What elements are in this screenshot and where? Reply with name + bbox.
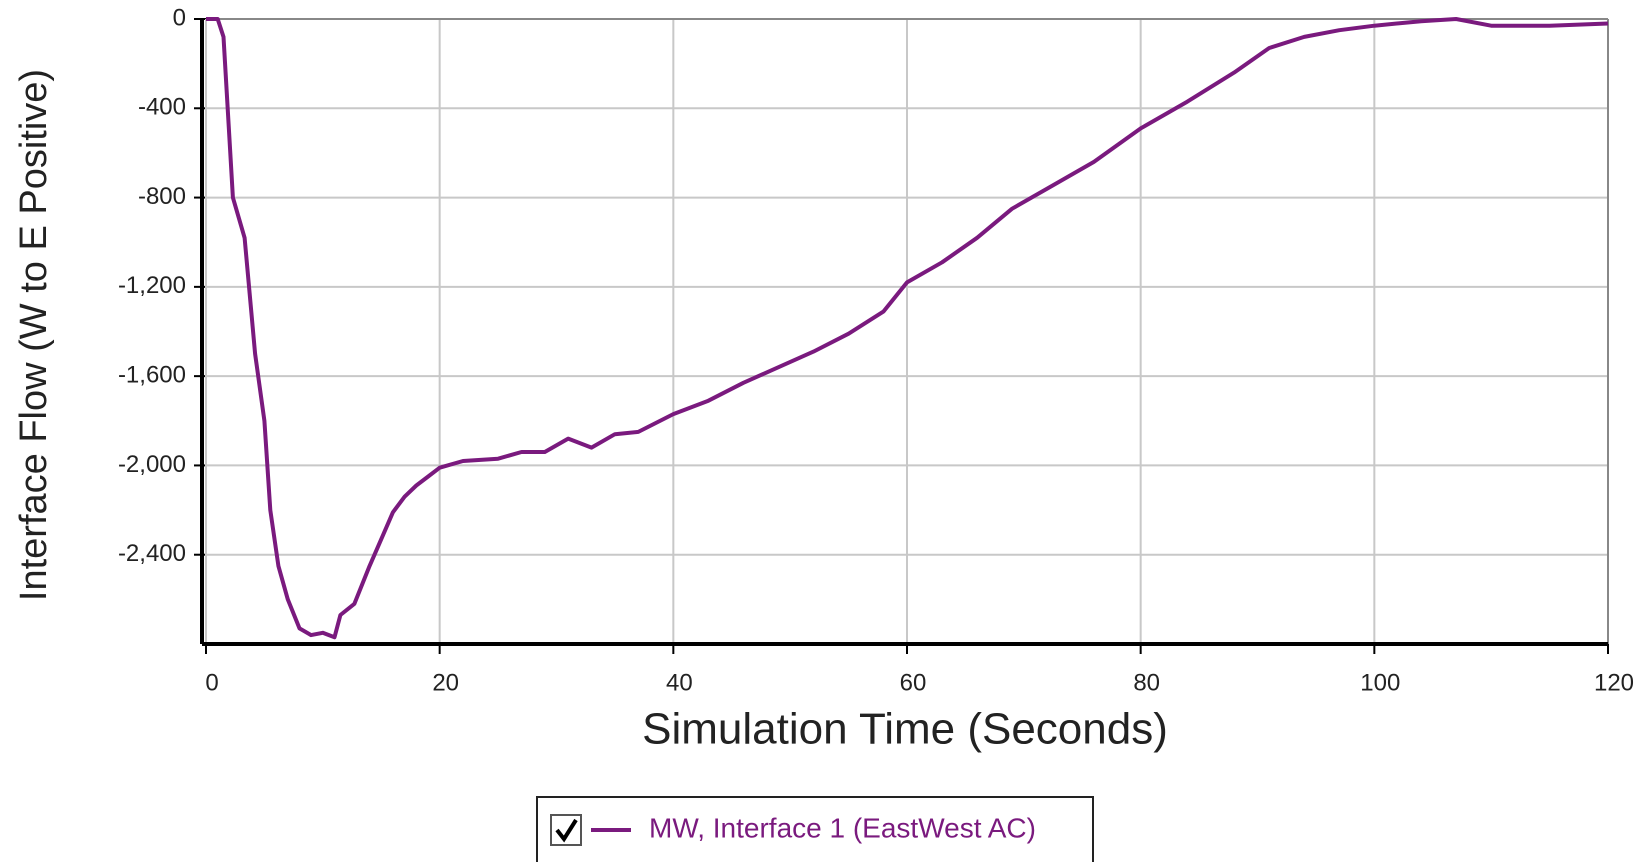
x-tick-label: 120 <box>1594 669 1634 696</box>
y-axis-title: Interface Flow (W to E Positive) <box>13 69 55 601</box>
y-tick-label: -800 <box>138 183 186 210</box>
x-tick-label: 0 <box>205 669 218 696</box>
y-tick-label: -1,200 <box>118 272 186 299</box>
x-axis-title: Simulation Time (Seconds) <box>642 705 1168 754</box>
x-tick-label: 20 <box>432 669 459 696</box>
y-tick-label: -400 <box>138 94 186 121</box>
x-tick-label: 40 <box>666 669 693 696</box>
y-tick-label: -2,400 <box>118 540 186 567</box>
x-tick-label: 60 <box>900 669 927 696</box>
y-tick-label: -2,000 <box>118 451 186 478</box>
legend-checkbox[interactable] <box>550 814 582 846</box>
data-line <box>206 17 1609 640</box>
checkmark <box>555 818 578 843</box>
y-tick-label: -1,600 <box>118 361 186 388</box>
x-tick-label: 100 <box>1360 669 1400 696</box>
legend-label: MW, Interface 1 (EastWest AC) <box>649 812 1036 843</box>
x-tick-label: 80 <box>1133 669 1160 696</box>
y-tick-label: 0 <box>173 4 186 31</box>
